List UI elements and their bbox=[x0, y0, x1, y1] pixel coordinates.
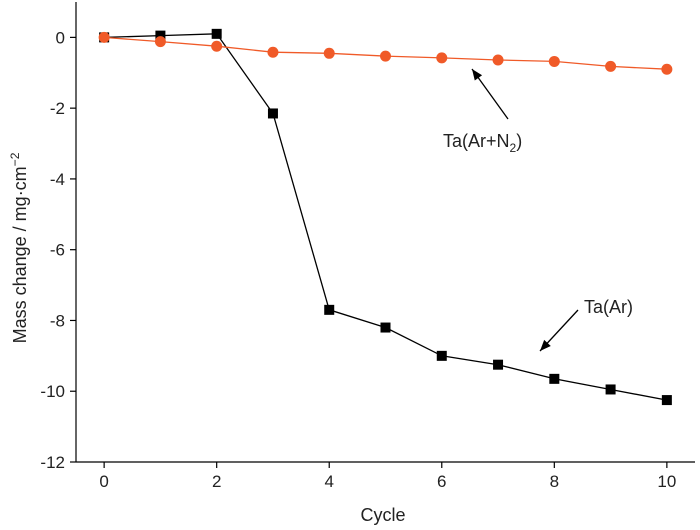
data-point bbox=[154, 36, 166, 48]
annotation-label-tail: ) bbox=[516, 131, 522, 151]
annotation-label: Ta(Ar) bbox=[584, 297, 633, 317]
data-point bbox=[267, 108, 278, 119]
annotation-arrowhead bbox=[472, 69, 483, 81]
x-tick-label: 8 bbox=[550, 472, 559, 491]
data-point bbox=[436, 350, 447, 361]
annotation-ta-ar-n2: Ta(Ar+N2) bbox=[443, 68, 522, 155]
series-layer bbox=[98, 28, 673, 406]
y-axis-label: Mass change / mg·cm−2 bbox=[8, 152, 30, 343]
data-point bbox=[605, 384, 616, 395]
data-point bbox=[661, 63, 673, 75]
y-tick-label: -4 bbox=[50, 170, 65, 189]
x-tick-label: 0 bbox=[99, 472, 108, 491]
series-line bbox=[104, 33, 668, 401]
data-point bbox=[661, 395, 672, 406]
y-axis-label-superscript: −2 bbox=[8, 152, 22, 166]
annotation-ta-ar: Ta(Ar) bbox=[539, 297, 633, 352]
y-tick-label: -10 bbox=[40, 382, 65, 401]
data-point bbox=[436, 52, 448, 64]
data-point bbox=[155, 30, 166, 41]
series-ta-ar bbox=[99, 28, 672, 406]
data-point bbox=[493, 359, 504, 370]
data-point bbox=[211, 28, 222, 39]
annotation-label-main: Ta(Ar+N bbox=[443, 131, 510, 151]
y-tick-label: 0 bbox=[56, 28, 65, 47]
x-tick-label: 4 bbox=[324, 472, 333, 491]
x-axis-label: Cycle bbox=[360, 505, 405, 525]
data-point bbox=[211, 40, 223, 52]
annotation-label-subscript: 2 bbox=[510, 141, 517, 155]
annotation-layer: Ta(Ar+N2) Ta(Ar) bbox=[443, 68, 633, 352]
data-point bbox=[492, 54, 504, 66]
y-tick-label: -8 bbox=[50, 311, 65, 330]
y-axis-label-main: Mass change / mg·cm bbox=[10, 166, 30, 343]
data-point bbox=[98, 31, 110, 43]
annotation-label: Ta(Ar+N2) bbox=[443, 131, 522, 155]
x-tick-label: 6 bbox=[437, 472, 446, 491]
series-ta-ar-n2 bbox=[98, 31, 673, 75]
data-point bbox=[324, 304, 335, 315]
annotation-label-main: Ta(Ar) bbox=[584, 297, 633, 317]
y-tick-label: -6 bbox=[50, 241, 65, 260]
data-point bbox=[605, 60, 617, 72]
x-tick-label: 10 bbox=[657, 472, 676, 491]
x-tick-label: 2 bbox=[212, 472, 221, 491]
data-point bbox=[267, 46, 279, 58]
data-point bbox=[380, 322, 391, 333]
data-point bbox=[548, 55, 560, 67]
data-point bbox=[549, 373, 560, 384]
data-point bbox=[380, 50, 391, 62]
y-tick-label: -12 bbox=[40, 453, 65, 472]
axes: 0 2 4 6 8 10 0 -2 -4 -6 -8 -10 -12 bbox=[40, 2, 695, 491]
data-point bbox=[323, 47, 335, 59]
y-tick-label: -2 bbox=[50, 99, 65, 118]
annotation-arrowhead bbox=[540, 339, 551, 351]
